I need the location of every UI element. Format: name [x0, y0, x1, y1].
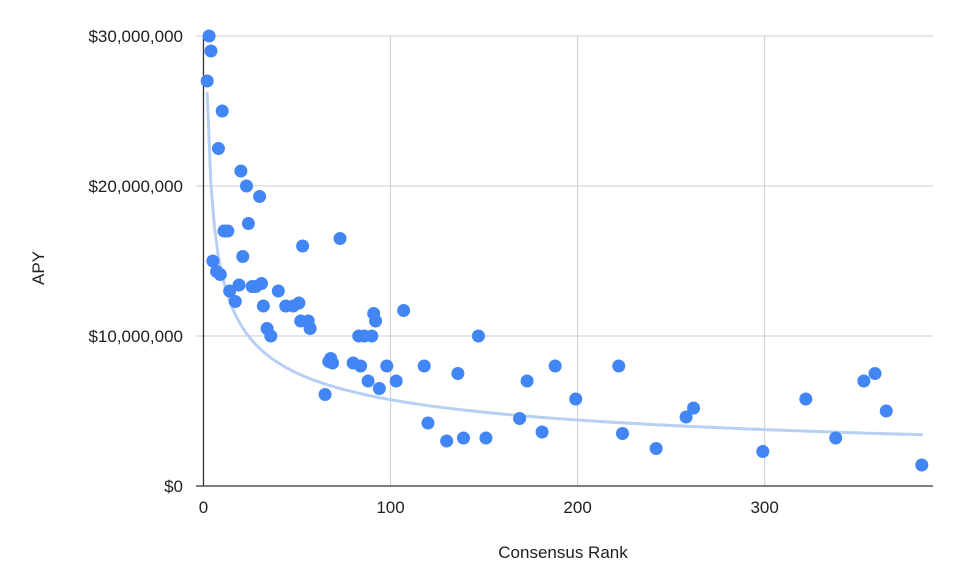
data-point	[234, 164, 248, 178]
data-point	[206, 254, 220, 268]
trendline-group	[205, 91, 924, 437]
data-point	[333, 232, 347, 245]
data-point	[513, 412, 527, 425]
data-point	[354, 359, 368, 373]
data-point	[799, 392, 813, 406]
data-point	[380, 359, 394, 373]
data-point	[318, 388, 332, 401]
trendline	[205, 91, 924, 437]
data-point	[228, 295, 242, 308]
data-point	[256, 299, 270, 313]
y-axis-title: APY	[29, 251, 48, 285]
data-point	[232, 278, 246, 292]
data-point	[253, 190, 267, 203]
data-point	[471, 329, 485, 343]
data-point	[649, 442, 663, 455]
data-point	[535, 425, 549, 439]
data-point	[756, 445, 770, 458]
data-point	[303, 322, 317, 335]
data-point	[548, 359, 562, 373]
data-point	[372, 382, 386, 395]
data-point	[202, 29, 216, 43]
data-point	[241, 217, 255, 230]
data-point	[915, 458, 929, 472]
data-point	[240, 179, 254, 193]
data-point	[829, 431, 843, 445]
data-point	[612, 359, 626, 373]
data-point	[520, 374, 534, 388]
data-point	[211, 142, 225, 155]
data-point	[397, 304, 411, 317]
data-point	[389, 374, 403, 388]
data-point	[615, 427, 629, 440]
data-point	[326, 356, 340, 370]
x-tick-label: 300	[750, 498, 778, 517]
data-point	[215, 104, 229, 118]
data-point	[204, 44, 218, 58]
axes	[196, 36, 933, 487]
tick-labels: $0 $10,000,000 $20,000,000 $30,000,000 0 100 2…	[88, 27, 778, 517]
data-point	[221, 224, 235, 238]
data-point	[421, 416, 435, 430]
x-tick-label: 200	[563, 498, 591, 517]
data-point	[679, 410, 693, 424]
data-point	[451, 367, 465, 380]
x-tick-label: 0	[199, 498, 208, 517]
gridlines	[196, 35, 933, 486]
y-tick-label: $10,000,000	[88, 327, 183, 346]
data-point	[200, 74, 214, 88]
data-point	[213, 268, 227, 281]
x-axis-title: Consensus Rank	[498, 543, 628, 562]
data-point	[456, 431, 470, 445]
data-point	[365, 329, 379, 343]
data-points	[200, 29, 929, 472]
data-point	[879, 404, 893, 418]
y-tick-label: $30,000,000	[88, 27, 183, 46]
data-point	[264, 329, 278, 343]
data-point	[254, 277, 268, 290]
data-point	[296, 239, 310, 253]
data-point	[292, 296, 306, 310]
y-tick-label: $20,000,000	[88, 177, 183, 196]
data-point	[440, 434, 454, 448]
y-tick-label: $0	[164, 477, 183, 496]
x-tick-label: 100	[376, 498, 404, 517]
data-point	[868, 367, 882, 380]
data-point	[361, 374, 375, 388]
data-point	[223, 284, 237, 298]
data-point	[417, 359, 431, 373]
data-point	[479, 431, 493, 445]
data-point	[857, 374, 871, 388]
data-point	[271, 284, 285, 298]
data-point	[369, 314, 383, 328]
data-point	[569, 392, 583, 406]
data-point	[687, 401, 701, 415]
data-point	[236, 250, 250, 263]
